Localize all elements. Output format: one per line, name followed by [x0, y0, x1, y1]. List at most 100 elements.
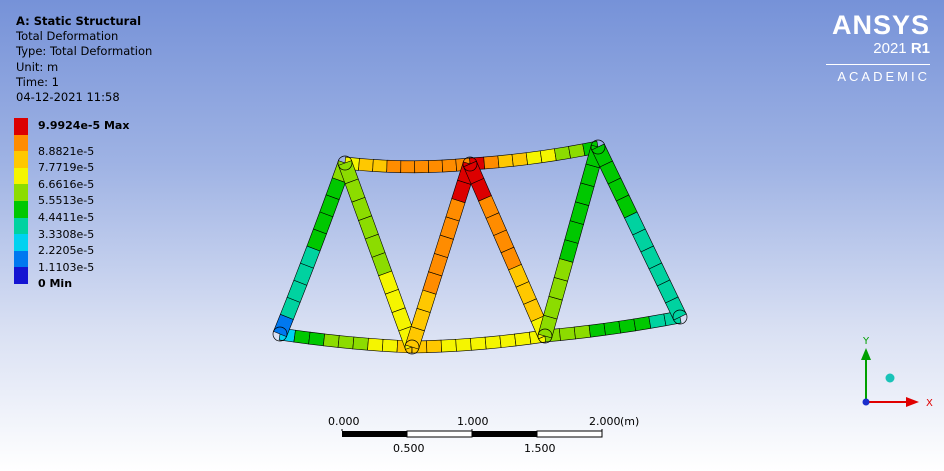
mesh-element: [358, 158, 374, 172]
mesh-element: [558, 326, 576, 341]
joint-node: [672, 309, 688, 325]
logo-release: R1: [910, 40, 930, 57]
diagonal-member[interactable]: [273, 160, 352, 337]
mesh-element: [588, 322, 606, 338]
scale-bar: 0.000 1.000 2.000 (m) 0.500 1.500: [318, 412, 648, 462]
scale-label-1-5: 1.500: [524, 442, 556, 455]
joint-node: [590, 139, 606, 155]
legend-swatch: [14, 151, 28, 168]
legend-label[interactable]: 3.3308e-5: [38, 227, 95, 241]
mesh-element: [497, 154, 514, 169]
joint-node: [462, 156, 478, 172]
mesh-element: [470, 336, 487, 351]
top-chord-member[interactable]: [469, 140, 600, 171]
mesh-element: [573, 324, 591, 340]
diagonal-member[interactable]: [591, 143, 687, 321]
mesh-element: [580, 163, 600, 188]
mesh-element: [574, 182, 595, 206]
result-time: Time: 1: [16, 74, 59, 89]
bottom-chord-member[interactable]: [278, 327, 413, 354]
mesh-element: [352, 336, 369, 351]
legend-label[interactable]: 6.6616e-5: [38, 177, 95, 191]
result-timestamp: 04-12-2021 11:58: [16, 90, 120, 105]
logo-edition: ACADEMIC: [837, 69, 930, 84]
result-info: A: Static Structural Total Deformation T…: [16, 14, 152, 105]
x-axis-label: X: [926, 398, 933, 409]
diagonal-member[interactable]: [338, 160, 419, 350]
legend-swatch: [14, 200, 28, 218]
mesh-element: [323, 333, 340, 348]
mesh-element: [603, 320, 621, 336]
legend-swatch: [14, 267, 28, 284]
scale-label-0: 0.000: [328, 415, 360, 428]
bottom-chord-member[interactable]: [411, 329, 547, 354]
legend-swatch: [14, 234, 28, 251]
mesh-element: [499, 333, 517, 348]
mesh-element: [554, 146, 571, 161]
scale-segment-dark: [342, 431, 407, 437]
legend-label[interactable]: 5.5513e-5: [38, 194, 95, 208]
logo-version-year: 2021: [873, 40, 907, 57]
legend-swatch: [14, 217, 28, 235]
mesh-element: [539, 148, 557, 164]
mesh-element: [511, 152, 528, 167]
legend-label[interactable]: 4.4411e-5: [38, 210, 95, 224]
legend-label[interactable]: 8.8821e-5: [38, 144, 95, 158]
mesh-element: [386, 159, 402, 173]
legend-label[interactable]: 1.1103e-5: [38, 260, 95, 274]
joint-node: [537, 328, 553, 344]
result-type: Type: Total Deformation: [16, 44, 153, 59]
mesh-element: [525, 150, 543, 165]
x-axis-arrow-icon: [906, 397, 919, 407]
z-axis-icon: [862, 398, 870, 406]
mesh-element: [514, 331, 532, 347]
mesh-element: [568, 143, 586, 159]
scale-segment-light: [536, 430, 603, 438]
joint-node: [272, 326, 288, 342]
mesh-element: [553, 258, 574, 282]
mesh-element: [455, 338, 472, 352]
mesh-element: [559, 239, 579, 263]
scale-label-1: 1.000: [457, 415, 489, 428]
truss-nodes: [272, 139, 688, 355]
mesh-element: [564, 220, 584, 244]
legend-swatch: [14, 134, 28, 152]
diagonal-member[interactable]: [537, 144, 606, 339]
scale-segment-light: [406, 430, 473, 438]
coordinate-triad[interactable]: Y X: [846, 328, 942, 418]
legend-label[interactable]: 7.7719e-5: [38, 161, 95, 175]
mesh-element: [548, 277, 569, 301]
bottom-chord-member[interactable]: [544, 310, 682, 343]
result-unit: Unit: m: [16, 59, 59, 74]
mesh-element: [372, 159, 388, 173]
mesh-element: [337, 335, 355, 350]
top-chord-member[interactable]: [344, 156, 471, 174]
legend-min-label[interactable]: 0 Min: [38, 277, 73, 291]
mesh-element: [414, 160, 429, 174]
result-name: Total Deformation: [16, 29, 119, 44]
legend-label[interactable]: 2.2205e-5: [38, 244, 95, 258]
legend-max-label[interactable]: 9.9924e-5 Max: [38, 119, 130, 132]
y-axis-label: Y: [862, 336, 870, 347]
logo-version: 2021 R1: [826, 40, 930, 57]
truss-members[interactable]: [273, 140, 687, 354]
joint-node: [337, 155, 353, 171]
mesh-element: [569, 201, 590, 225]
scale-label-0-5: 0.500: [393, 442, 425, 455]
mesh-element: [483, 155, 500, 170]
mesh-element: [308, 331, 326, 347]
mesh-element: [367, 337, 384, 352]
mesh-element: [428, 159, 443, 173]
legend-swatch: [14, 184, 28, 201]
analysis-title: A: Static Structural: [16, 14, 142, 28]
mesh-element: [543, 295, 563, 320]
diagonal-member[interactable]: [463, 160, 552, 340]
mesh-element: [484, 335, 502, 350]
scale-unit: (m): [620, 415, 640, 428]
isometric-view-icon[interactable]: [885, 373, 895, 383]
logo-brand: ANSYS: [831, 10, 930, 40]
ansys-logo: ANSYS 2021 R1 ACADEMIC: [826, 10, 930, 84]
mesh-element: [618, 318, 637, 334]
diagonal-member[interactable]: [404, 161, 478, 350]
